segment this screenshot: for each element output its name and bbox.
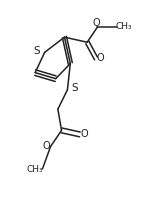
Text: CH₃: CH₃	[26, 165, 43, 174]
Text: O: O	[81, 129, 88, 139]
Text: O: O	[43, 141, 50, 151]
Text: CH₃: CH₃	[115, 22, 132, 31]
Text: S: S	[33, 46, 40, 56]
Text: O: O	[92, 18, 100, 28]
Text: O: O	[96, 53, 104, 63]
Text: S: S	[71, 83, 78, 93]
